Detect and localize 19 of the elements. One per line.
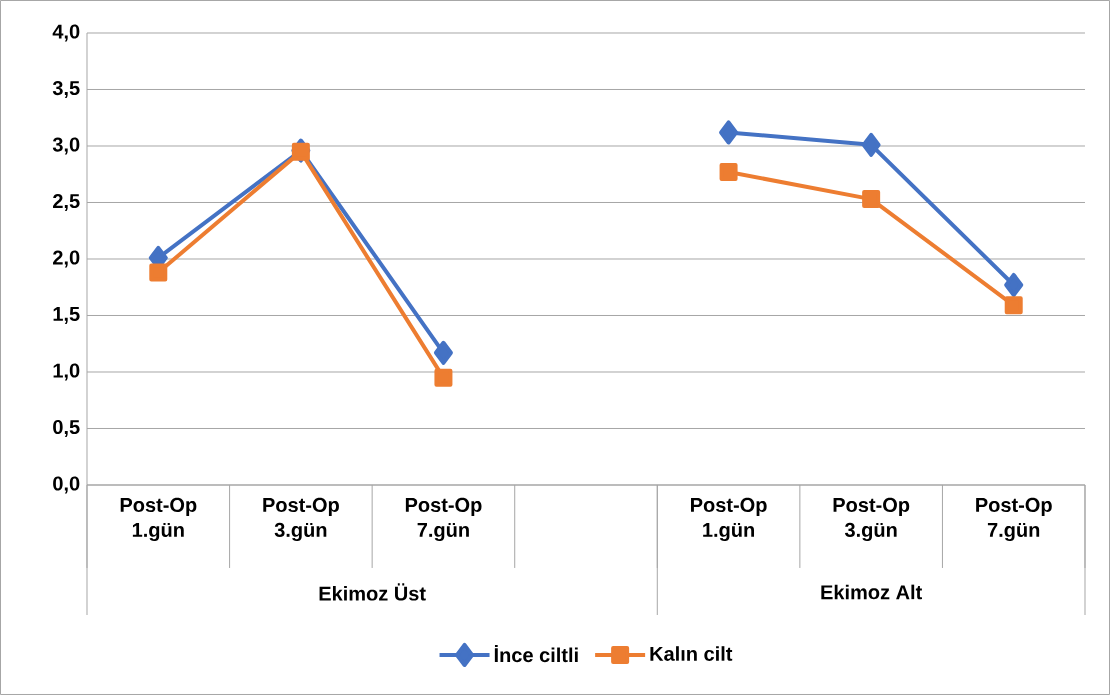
y-tick-label: 3,0 — [52, 137, 80, 155]
legend-label: Kalın cilt — [650, 646, 733, 661]
y-tick-label: 0,0 — [53, 476, 80, 494]
legend-label: İnce ciltli — [494, 644, 578, 663]
y-tick-label: 2,5 — [53, 193, 80, 212]
y-tick-label: 1,5 — [53, 307, 80, 324]
y-tick-label: 3,5 — [52, 80, 80, 99]
text: Ekimoz Üst — [319, 583, 426, 601]
x-tick-label: Post-Op 3.gün — [263, 497, 339, 542]
y-tick-label: 0,5 — [53, 419, 80, 438]
y-tick-label: 4,0 — [52, 24, 80, 42]
x-tick-label: Post-Op 3.gün — [833, 497, 910, 542]
x-tick-label: Post-Op 1.gün — [120, 497, 197, 542]
text: Ekimoz Alt — [821, 584, 923, 600]
x-tick-label: Post-Op 7.gün — [405, 497, 482, 542]
y-tick-label: 1,0 — [53, 363, 80, 381]
x-tick-label: Post-Op 1.gün — [691, 497, 767, 542]
y-tick-label: 2,0 — [53, 250, 80, 268]
x-tick-label: Post-Op 7.gün — [976, 497, 1052, 542]
